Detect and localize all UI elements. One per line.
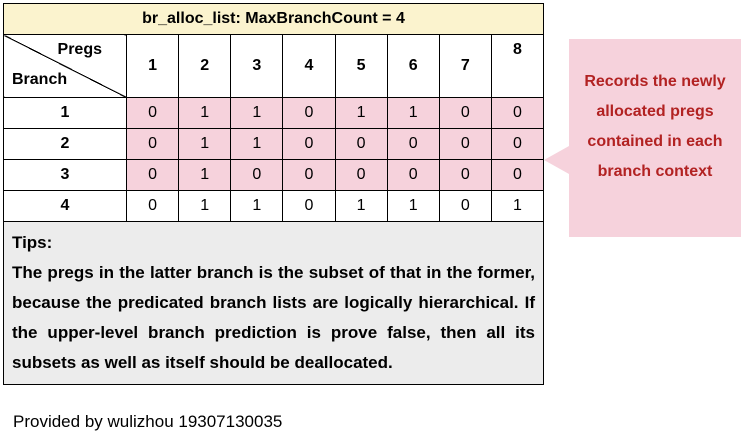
column-header: 6 xyxy=(386,34,440,98)
callout-text: Records the newly allocated pregs contai… xyxy=(584,73,726,180)
preg-bit-cell: 1 xyxy=(386,190,440,222)
preg-bit-cell: 0 xyxy=(438,97,492,129)
table-title: br_alloc_list: MaxBranchCount = 4 xyxy=(3,3,544,35)
column-header: 1 xyxy=(125,34,180,98)
tips-box: Tips: The pregs in the latter branch is … xyxy=(3,221,544,385)
preg-bit-cell: 1 xyxy=(178,190,232,222)
preg-bit-cell: 0 xyxy=(438,128,492,160)
br-alloc-table: br_alloc_list: MaxBranchCount = 4 Pregs … xyxy=(3,3,545,385)
preg-bit-cell: 1 xyxy=(386,97,440,129)
branch-label-cell: 2 xyxy=(3,128,127,160)
column-header: 7 xyxy=(438,34,492,98)
preg-bit-cell: 1 xyxy=(178,128,232,160)
tips-body: The pregs in the latter branch is the su… xyxy=(12,263,535,372)
preg-bit-cell: 1 xyxy=(230,190,284,222)
preg-bit-cell: 0 xyxy=(282,97,336,129)
preg-bit-cell: 0 xyxy=(282,190,336,222)
preg-bit-cell: 0 xyxy=(282,159,336,191)
preg-bit-cell: 1 xyxy=(230,97,284,129)
preg-bit-cell: 1 xyxy=(334,97,388,129)
preg-bit-cell: 1 xyxy=(230,128,284,160)
preg-bit-cell: 0 xyxy=(490,97,545,129)
column-header: 5 xyxy=(334,34,388,98)
callout-note: Records the newly allocated pregs contai… xyxy=(544,39,741,237)
corner-header: Pregs Branch xyxy=(3,34,127,98)
branch-label-cell: 3 xyxy=(3,159,127,191)
pregs-axis-label: Pregs xyxy=(57,41,102,58)
preg-bit-cell: 0 xyxy=(490,128,545,160)
column-header: 3 xyxy=(230,34,284,98)
preg-bit-cell: 1 xyxy=(334,190,388,222)
branch-label-cell: 4 xyxy=(3,190,127,222)
column-header: 8 xyxy=(490,34,545,98)
preg-bit-cell: 0 xyxy=(125,190,180,222)
branch-axis-label: Branch xyxy=(12,71,68,88)
callout-shape xyxy=(544,39,741,237)
preg-bit-cell: 0 xyxy=(125,97,180,129)
preg-bit-cell: 0 xyxy=(282,128,336,160)
preg-bit-cell: 1 xyxy=(178,159,232,191)
preg-bit-cell: 0 xyxy=(438,159,492,191)
preg-bit-cell: 0 xyxy=(386,128,440,160)
preg-bit-cell: 1 xyxy=(490,190,545,222)
preg-bit-cell: 0 xyxy=(490,159,545,191)
column-header: 2 xyxy=(178,34,232,98)
branch-label-cell: 1 xyxy=(3,97,127,129)
preg-bit-cell: 0 xyxy=(386,159,440,191)
tips-title: Tips: xyxy=(12,233,53,252)
preg-bit-cell: 0 xyxy=(125,128,180,160)
preg-bit-cell: 0 xyxy=(230,159,284,191)
preg-bit-cell: 0 xyxy=(125,159,180,191)
footer-credit: Provided by wulizhou 19307130035 xyxy=(13,412,283,431)
column-header: 4 xyxy=(282,34,336,98)
preg-bit-cell: 0 xyxy=(438,190,492,222)
preg-bit-cell: 1 xyxy=(178,97,232,129)
preg-bit-cell: 0 xyxy=(334,159,388,191)
preg-bit-cell: 0 xyxy=(334,128,388,160)
